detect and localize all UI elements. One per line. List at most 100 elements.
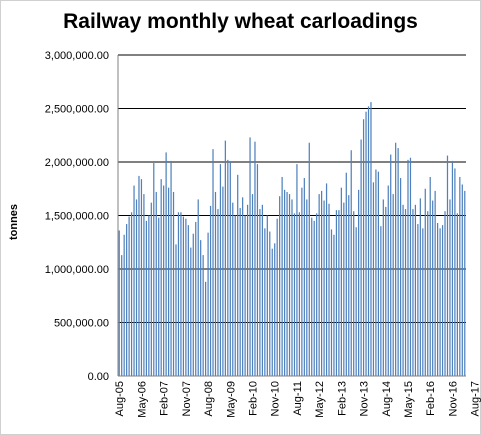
bar	[380, 226, 382, 376]
x-tick-label: Feb-07	[159, 381, 171, 416]
bar	[123, 234, 125, 376]
bar	[172, 191, 175, 376]
bar	[170, 160, 172, 376]
bar	[227, 159, 229, 376]
bar	[323, 200, 325, 376]
chart-title: Railway monthly wheat carloadings	[63, 10, 418, 33]
bar	[256, 164, 259, 376]
bar	[249, 137, 251, 376]
x-tick-label: Feb-16	[425, 381, 437, 416]
bar	[167, 187, 170, 376]
x-tick-label: May-15	[403, 381, 415, 418]
x-tick-label: Feb-13	[336, 381, 348, 416]
bar	[402, 204, 404, 376]
bar	[274, 243, 276, 376]
x-tick-label: Nov-13	[359, 381, 371, 416]
bar	[399, 178, 402, 376]
bar	[264, 228, 266, 376]
x-tick-label: May-09	[225, 381, 237, 418]
bar	[128, 216, 130, 376]
bar	[345, 172, 347, 376]
y-tick-label: 2,000,000.00	[45, 157, 109, 169]
x-tick-label: Nov-10	[270, 381, 282, 416]
x-tick-label: May-12	[314, 381, 326, 418]
bar	[311, 217, 313, 376]
bar	[205, 281, 207, 376]
y-tick-label: 2,500,000.00	[45, 104, 109, 116]
bar	[190, 247, 192, 376]
bar	[330, 229, 333, 376]
bar	[163, 185, 165, 376]
bar	[417, 224, 419, 376]
bar	[429, 176, 431, 376]
x-tick-label: Aug-14	[381, 381, 393, 416]
bar	[222, 186, 224, 376]
bar	[207, 232, 209, 376]
bar	[271, 248, 273, 376]
bar	[434, 190, 436, 376]
bar	[461, 184, 463, 376]
bar-series	[118, 102, 466, 377]
bar	[158, 217, 160, 376]
bar	[212, 149, 214, 376]
bar	[202, 255, 204, 376]
x-tick-label: Feb-10	[248, 381, 260, 416]
bar	[441, 225, 444, 376]
x-tick-label: Aug-08	[203, 381, 215, 416]
bar	[414, 204, 417, 376]
bar	[209, 205, 212, 376]
bar	[135, 199, 138, 376]
x-tick-label: Nov-07	[181, 381, 193, 416]
bar	[197, 199, 199, 376]
bar	[281, 176, 283, 376]
bar	[313, 220, 315, 376]
bar	[283, 189, 286, 376]
y-tick-label: 0.00	[88, 371, 109, 383]
bar	[432, 200, 434, 376]
bar	[261, 204, 263, 376]
bar	[439, 228, 441, 376]
bar	[370, 102, 372, 376]
bar	[237, 174, 239, 376]
bar	[419, 198, 421, 376]
bar	[229, 162, 231, 376]
bar	[288, 194, 291, 376]
bar	[407, 159, 409, 376]
bar	[232, 202, 234, 376]
bar	[456, 213, 458, 376]
x-tick-label: Aug-17	[470, 381, 481, 416]
axes	[117, 55, 466, 377]
bar	[145, 220, 147, 376]
bar	[340, 187, 342, 376]
bar	[427, 211, 429, 376]
bar	[266, 215, 268, 376]
bar	[404, 209, 407, 376]
bar	[372, 182, 375, 376]
x-tick-label: Aug-11	[292, 381, 304, 416]
bar	[365, 111, 367, 377]
y-tick-labels: 0.00 500,000.00 1,000,000.00 1,500,000.00 2,…	[45, 50, 109, 383]
y-tick-label: 500,000.00	[54, 318, 109, 330]
bar	[360, 139, 362, 376]
bar	[140, 179, 143, 376]
bar	[192, 233, 194, 376]
bar	[437, 222, 439, 376]
bar	[316, 213, 318, 376]
bar	[153, 163, 155, 376]
bar	[276, 218, 278, 376]
bar	[219, 164, 222, 376]
bar	[286, 191, 288, 376]
bar	[217, 209, 219, 376]
bar	[454, 168, 456, 376]
bar	[446, 155, 449, 376]
bar	[133, 185, 135, 376]
bar	[387, 185, 389, 376]
bar	[358, 189, 360, 376]
bar	[375, 169, 377, 376]
bar	[118, 230, 120, 376]
bar	[377, 171, 379, 376]
bar	[180, 212, 182, 376]
bar	[348, 195, 350, 376]
y-tick-label: 1,000,000.00	[45, 264, 109, 276]
bar	[464, 190, 466, 376]
